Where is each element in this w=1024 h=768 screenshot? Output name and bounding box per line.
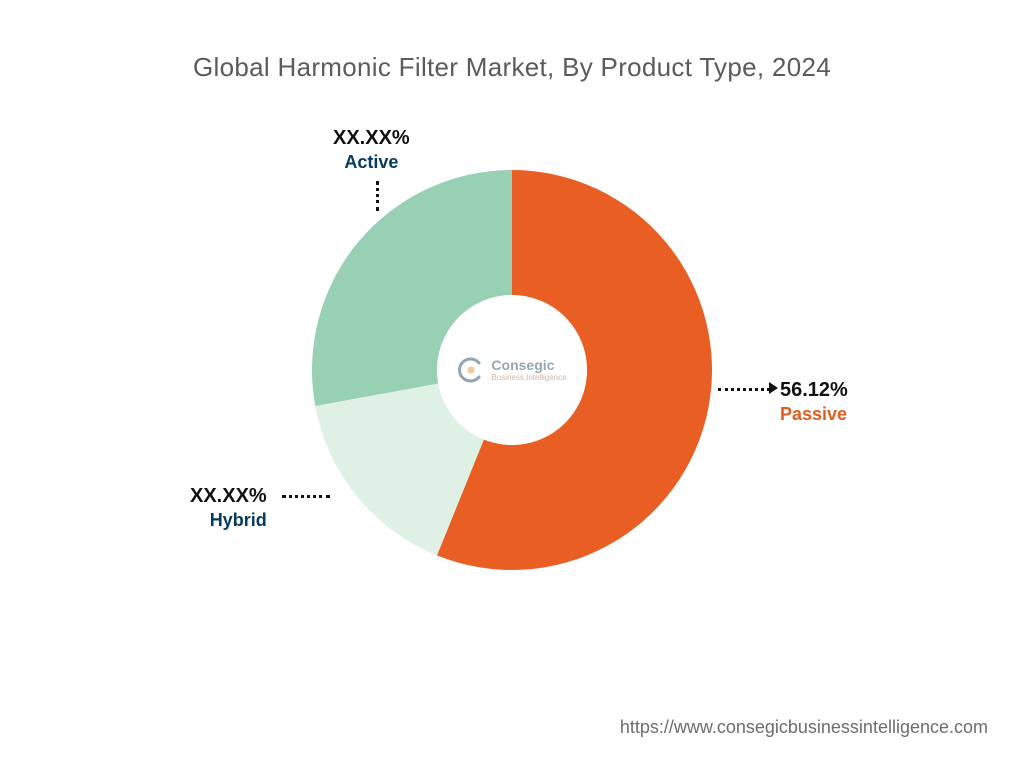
- source-url: https://www.consegicbusinessintelligence…: [620, 717, 988, 738]
- consegic-logo-icon: [457, 356, 485, 384]
- chart-title: Global Harmonic Filter Market, By Produc…: [0, 52, 1024, 83]
- leader-active: [376, 181, 379, 211]
- logo-line2: Business Intelligence: [491, 374, 566, 382]
- chart-stage: Global Harmonic Filter Market, By Produc…: [0, 0, 1024, 768]
- callout-active: XX.XX% Active: [333, 126, 410, 174]
- active-label: Active: [333, 151, 410, 174]
- leader-passive: [718, 388, 770, 391]
- active-pct: XX.XX%: [333, 126, 410, 151]
- callout-passive: 56.12% Passive: [780, 378, 848, 426]
- logo-text: Consegic Business Intelligence: [491, 358, 566, 382]
- passive-label: Passive: [780, 403, 848, 426]
- logo-line1: Consegic: [491, 358, 566, 372]
- hybrid-label: Hybrid: [190, 509, 267, 532]
- leader-hybrid: [282, 495, 330, 498]
- callout-hybrid: XX.XX% Hybrid: [190, 484, 267, 532]
- arrow-passive-icon: [769, 382, 778, 394]
- passive-pct: 56.12%: [780, 378, 848, 403]
- hybrid-pct: XX.XX%: [190, 485, 267, 507]
- donut-center-logo: Consegic Business Intelligence: [437, 295, 587, 445]
- donut-chart: Consegic Business Intelligence: [312, 170, 712, 570]
